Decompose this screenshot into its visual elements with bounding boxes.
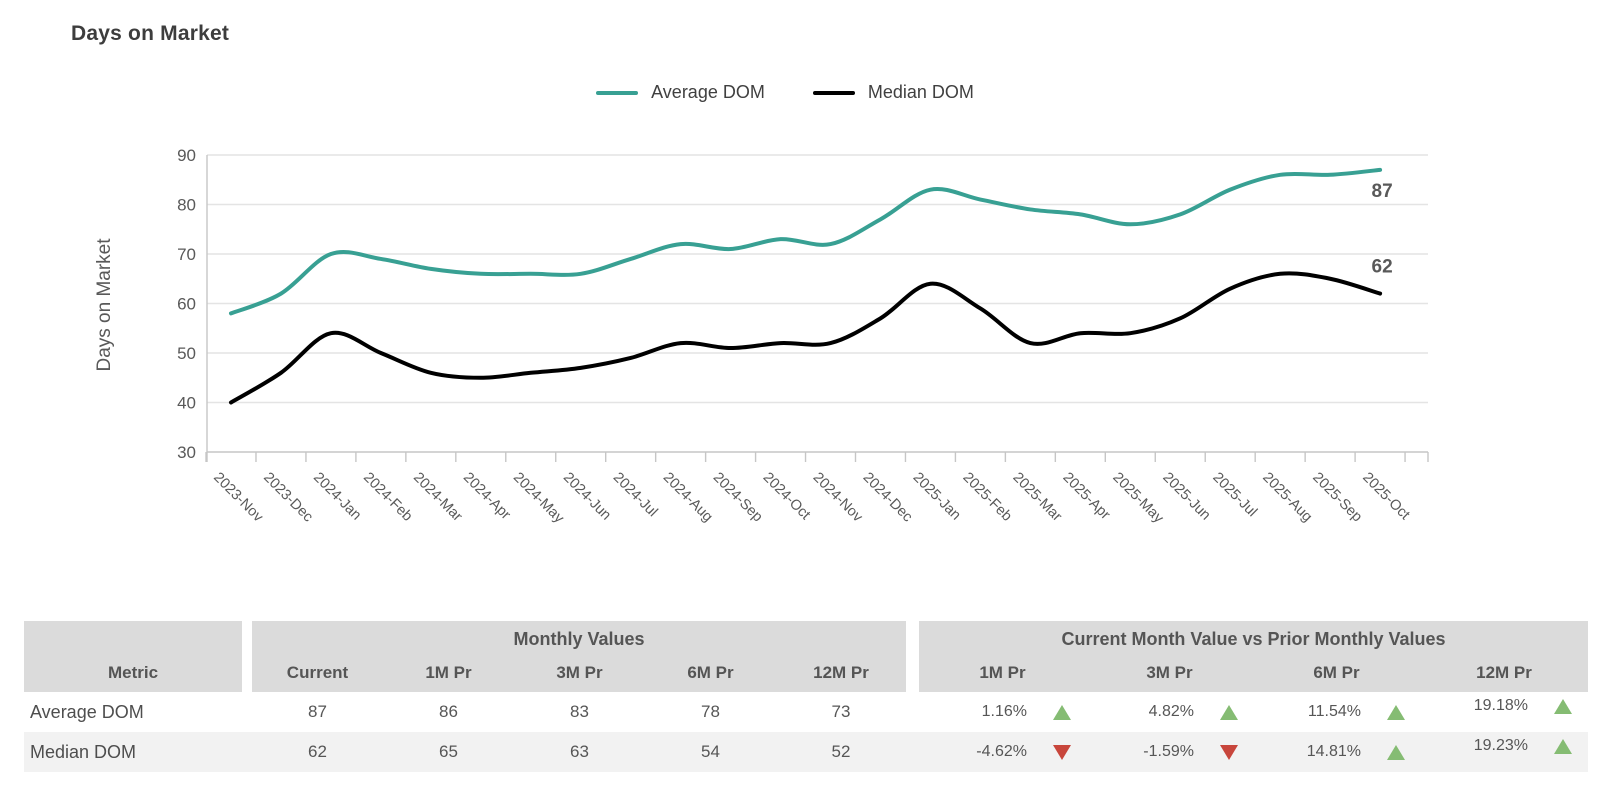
avg-6m-value: 78	[701, 702, 720, 721]
svg-text:30: 30	[177, 443, 196, 462]
svg-text:2025-Jun: 2025-Jun	[1159, 470, 1213, 524]
metric-label: Average DOM	[30, 702, 144, 722]
med-12m-change-pct: 19.23%	[1473, 737, 1528, 754]
med-12m-value: 52	[831, 742, 851, 761]
med-1m-change-pct: -4.62%	[976, 743, 1027, 760]
column-header-3m-pr: 3M Pr	[556, 663, 603, 682]
svg-text:2024-Mar: 2024-Mar	[410, 470, 465, 525]
legend-item-median-dom[interactable]: Median DOM	[812, 82, 974, 103]
med-3m-change-pct: -1.59%	[1143, 743, 1194, 760]
med-1m-value: 65	[439, 742, 458, 761]
column-header-6m-pr: 6M Pr	[687, 663, 734, 682]
trend-down-icon	[1220, 745, 1238, 760]
svg-text:87: 87	[1372, 181, 1393, 202]
column-header-cmp-3m-pr: 3M Pr	[1146, 663, 1193, 682]
svg-text:50: 50	[177, 344, 196, 363]
svg-text:2025-Sep: 2025-Sep	[1309, 470, 1365, 526]
column-header-1m-pr: 1M Pr	[425, 663, 472, 682]
column-header-cmp-1m-pr: 1M Pr	[979, 663, 1026, 682]
svg-text:60: 60	[177, 295, 196, 314]
svg-text:80: 80	[177, 196, 196, 215]
metric-column-header: Metric	[107, 663, 159, 682]
svg-text:2024-Aug: 2024-Aug	[660, 470, 716, 526]
med-current-value: 62	[308, 742, 327, 761]
table-row-average-dom: Average DOM 87 86 83 78 73 1.16% 4.82% 1…	[24, 692, 1588, 732]
avg-6m-change-pct: 11.54%	[1307, 703, 1361, 720]
avg-12m-value: 73	[831, 702, 851, 721]
avg-3m-change: 4.82%	[1086, 692, 1253, 732]
svg-text:2024-Apr: 2024-Apr	[460, 470, 514, 524]
trend-up-icon	[1554, 699, 1572, 714]
svg-text:2024-Dec: 2024-Dec	[860, 470, 916, 526]
column-header-current: Current	[286, 663, 349, 682]
svg-text:2024-Sep: 2024-Sep	[710, 470, 766, 526]
page-title: Days on Market	[71, 22, 230, 45]
monthly-values-header-block: Monthly Values Current 1M Pr 3M Pr 6M Pr…	[252, 621, 906, 692]
avg-3m-value: 83	[570, 702, 589, 721]
svg-text:2023-Dec: 2023-Dec	[260, 470, 316, 526]
median-dom-line-swatch-icon	[812, 90, 855, 95]
avg-1m-change: 1.16%	[919, 692, 1086, 732]
avg-current-value: 87	[308, 702, 327, 721]
svg-text:2025-Oct: 2025-Oct	[1359, 470, 1412, 523]
trend-up-icon	[1053, 705, 1071, 720]
med-6m-change-pct: 14.81%	[1306, 743, 1361, 760]
med-6m-value: 54	[701, 742, 720, 761]
svg-text:2024-Jun: 2024-Jun	[560, 470, 614, 524]
days-on-market-line-chart: 304050607080902023-Nov2023-Dec2024-Jan20…	[94, 146, 1429, 527]
chart-legend: Average DOM Median DOM	[0, 82, 1586, 103]
svg-text:40: 40	[177, 394, 196, 413]
comparison-group-header: Current Month Value vs Prior Monthly Val…	[1061, 629, 1446, 649]
trend-up-icon	[1387, 745, 1405, 760]
svg-text:2023-Nov: 2023-Nov	[210, 470, 266, 526]
svg-text:2025-Jan: 2025-Jan	[910, 470, 964, 524]
svg-text:2025-Aug: 2025-Aug	[1259, 470, 1315, 526]
svg-text:2024-Nov: 2024-Nov	[810, 470, 866, 526]
svg-text:2024-Feb: 2024-Feb	[360, 470, 415, 525]
svg-text:2024-Jan: 2024-Jan	[310, 470, 364, 524]
column-header-cmp-12m-pr: 12M Pr	[1476, 663, 1532, 682]
med-3m-change: -1.59%	[1086, 732, 1253, 772]
avg-3m-change-pct: 4.82%	[1148, 703, 1194, 720]
metric-label: Median DOM	[30, 742, 137, 762]
med-3m-value: 63	[570, 742, 589, 761]
svg-text:2025-Mar: 2025-Mar	[1010, 470, 1065, 525]
avg-6m-change: 11.54%	[1253, 692, 1420, 732]
svg-text:2024-Jul: 2024-Jul	[610, 470, 661, 521]
svg-text:2025-Feb: 2025-Feb	[960, 470, 1015, 525]
svg-text:70: 70	[177, 245, 196, 264]
comparison-header-block: Current Month Value vs Prior Monthly Val…	[919, 621, 1588, 692]
trend-down-icon	[1053, 745, 1071, 760]
column-header-12m-pr: 12M Pr	[813, 663, 869, 682]
monthly-values-group-header: Monthly Values	[513, 629, 645, 649]
med-1m-change: -4.62%	[919, 732, 1086, 772]
average-dom-line-swatch-icon	[596, 90, 639, 95]
svg-text:Days on Market: Days on Market	[94, 238, 115, 372]
svg-text:2025-Jul: 2025-Jul	[1209, 470, 1260, 521]
svg-text:2025-May: 2025-May	[1109, 470, 1166, 527]
svg-text:90: 90	[177, 146, 196, 165]
legend-label: Average DOM	[651, 82, 765, 102]
svg-text:62: 62	[1372, 257, 1393, 278]
legend-label: Median DOM	[867, 82, 974, 102]
trend-up-icon	[1554, 739, 1572, 754]
avg-1m-value: 86	[439, 702, 458, 721]
avg-1m-change-pct: 1.16%	[981, 703, 1027, 720]
svg-text:2024-May: 2024-May	[510, 470, 567, 527]
trend-up-icon	[1387, 705, 1405, 720]
med-12m-change: 19.23%	[1420, 732, 1588, 772]
table-row-median-dom: Median DOM 62 65 63 54 52 -4.62% -1.59% …	[24, 732, 1588, 772]
svg-text:2025-Apr: 2025-Apr	[1059, 470, 1113, 524]
avg-12m-change-pct: 19.18%	[1473, 697, 1528, 714]
med-6m-change: 14.81%	[1253, 732, 1420, 772]
trend-up-icon	[1220, 705, 1238, 720]
metric-header-block: Metric	[24, 621, 242, 692]
avg-12m-change: 19.18%	[1420, 692, 1588, 732]
column-header-cmp-6m-pr: 6M Pr	[1313, 663, 1360, 682]
svg-text:2024-Oct: 2024-Oct	[760, 470, 813, 523]
legend-item-average-dom[interactable]: Average DOM	[596, 82, 765, 103]
